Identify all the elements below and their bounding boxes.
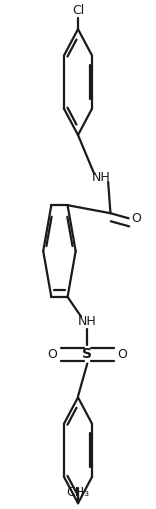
Text: S: S (82, 348, 92, 361)
Text: O: O (117, 348, 127, 361)
Text: O: O (47, 348, 57, 361)
Text: CH₃: CH₃ (66, 486, 90, 499)
Text: O: O (131, 212, 141, 225)
Text: NH: NH (92, 172, 111, 184)
Text: Cl: Cl (72, 4, 84, 16)
Text: NH: NH (78, 315, 97, 328)
